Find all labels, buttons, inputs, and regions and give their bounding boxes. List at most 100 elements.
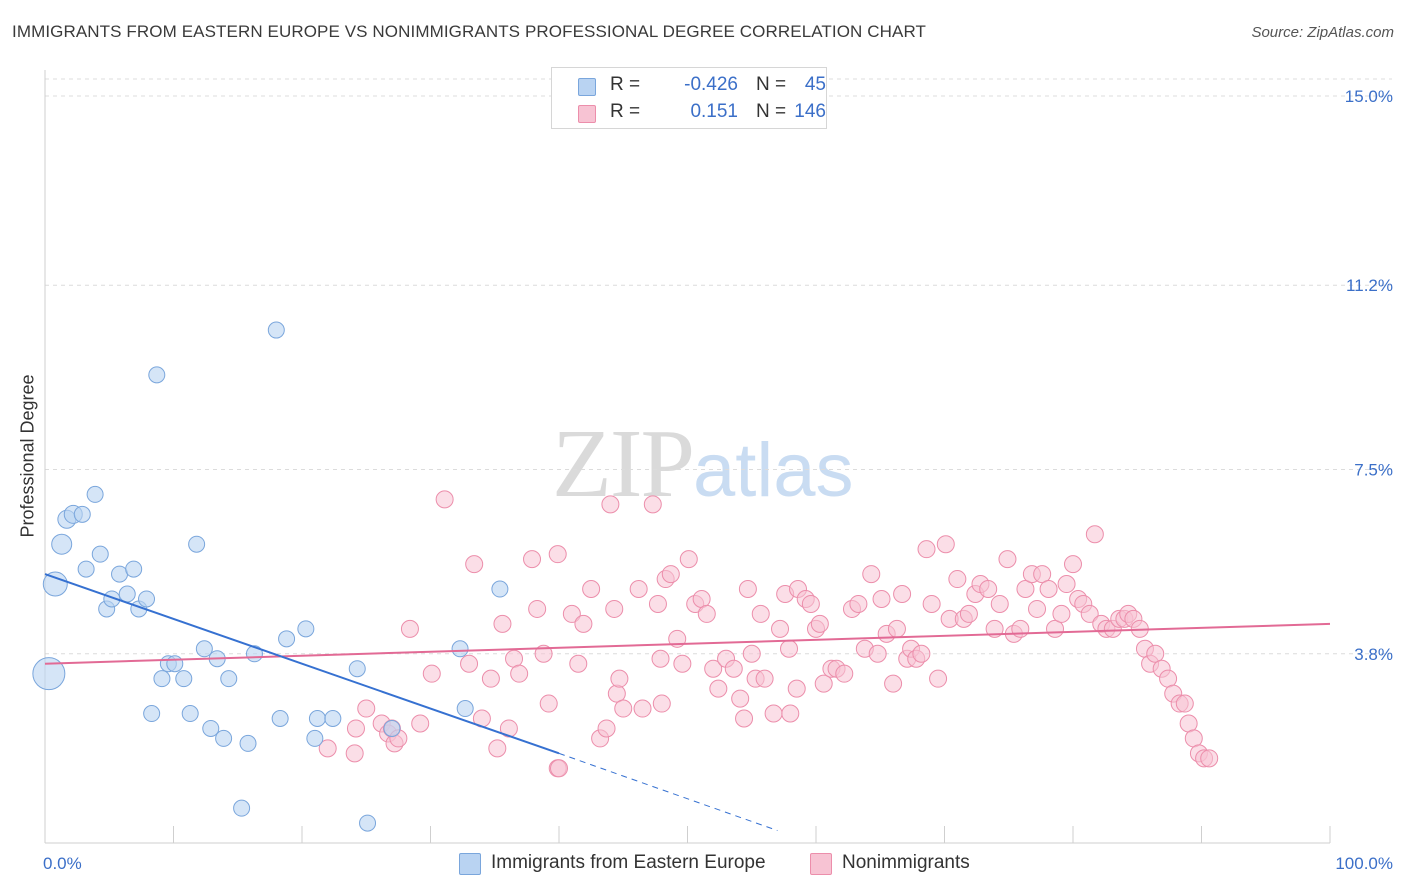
- nonimmigrants-point: [629, 580, 648, 599]
- nonimmigrants-point: [633, 699, 652, 718]
- nonimmigrants-point: [1080, 604, 1099, 623]
- immigrants-point: [267, 321, 285, 339]
- nonimmigrants-point: [648, 594, 667, 613]
- nonimmigrants-point: [1200, 749, 1219, 768]
- immigrants-point: [383, 719, 401, 737]
- nonimmigrants-point: [801, 594, 820, 613]
- nonimmigrants-point: [435, 490, 454, 509]
- nonimmigrants-point: [979, 580, 998, 599]
- watermark: ZIPatlas: [552, 408, 854, 520]
- legend-n-label: N =: [756, 74, 787, 95]
- nonimmigrants-point: [735, 709, 754, 728]
- immigrants-point: [138, 590, 156, 608]
- immigrants-point: [125, 560, 143, 578]
- nonimmigrants-point: [597, 719, 616, 738]
- nonimmigrants-point: [605, 599, 624, 618]
- immigrants-point: [111, 565, 129, 583]
- nonimmigrants-point: [651, 649, 670, 668]
- nonimmigrants-point: [959, 604, 978, 623]
- nonimmigrants-point: [985, 619, 1004, 638]
- series-swatch-blue: [459, 853, 481, 875]
- series-swatch-pink: [810, 853, 832, 875]
- nonimmigrants-point: [692, 589, 711, 608]
- nonimmigrants-point: [884, 674, 903, 693]
- immigrants-point: [166, 655, 184, 673]
- nonimmigrants-point: [771, 619, 790, 638]
- nonimmigrants-point: [917, 540, 936, 559]
- nonimmigrants-point: [1046, 619, 1065, 638]
- nonimmigrants-point: [887, 619, 906, 638]
- nonimmigrants-point: [1011, 619, 1030, 638]
- nonimmigrants-point: [912, 644, 931, 663]
- x-tick-label: 0.0%: [43, 854, 82, 873]
- nonimmigrants-point: [465, 555, 484, 574]
- immigrants-point: [297, 620, 315, 638]
- legend-r-value: -0.426: [684, 74, 738, 95]
- immigrants-point: [188, 535, 206, 553]
- nonimmigrants-point: [731, 689, 750, 708]
- nonimmigrants-trendline: [44, 622, 1331, 665]
- nonimmigrants-point: [523, 550, 542, 569]
- immigrants-point: [42, 571, 68, 597]
- immigrants-point: [51, 533, 73, 555]
- immigrants-point: [491, 580, 509, 598]
- nonimmigrants-point: [534, 644, 553, 663]
- immigrants-trendline-extension: [558, 752, 778, 832]
- series-name: Nonimmigrants: [842, 852, 970, 873]
- immigrants-point: [239, 734, 257, 752]
- y-tick-label: 3.8%: [1354, 645, 1393, 664]
- nonimmigrants-point: [1052, 604, 1071, 623]
- nonimmigrants-point: [929, 669, 948, 688]
- nonimmigrants-point: [787, 679, 806, 698]
- nonimmigrants-point: [481, 669, 500, 688]
- nonimmigrants-point: [781, 704, 800, 723]
- immigrants-point: [181, 705, 199, 723]
- nonimmigrants-point: [724, 659, 743, 678]
- nonimmigrants-point: [528, 599, 547, 618]
- nonimmigrants-point: [1057, 575, 1076, 594]
- nonimmigrants-point: [990, 594, 1009, 613]
- immigrants-point: [86, 485, 104, 503]
- nonimmigrants-point: [400, 619, 419, 638]
- immigrants-point: [451, 640, 469, 658]
- nonimmigrants-point: [607, 684, 626, 703]
- immigrants-point: [77, 560, 95, 578]
- immigrants-point: [233, 799, 251, 817]
- nonimmigrants-point: [601, 495, 620, 514]
- watermark-atlas: atlas: [693, 428, 854, 513]
- immigrants-point: [456, 700, 474, 718]
- nonimmigrants-point: [936, 535, 955, 554]
- watermark-zip: ZIP: [552, 410, 695, 518]
- legend-n-label: N =: [756, 101, 787, 122]
- immigrants-point: [278, 630, 296, 648]
- nonimmigrants-point: [539, 694, 558, 713]
- nonimmigrants-point: [780, 639, 799, 658]
- nonimmigrants-point: [569, 654, 588, 673]
- nonimmigrants-point: [582, 580, 601, 599]
- immigrants-point: [153, 670, 171, 688]
- nonimmigrants-point: [738, 580, 757, 599]
- immigrants-point: [202, 719, 220, 737]
- nonimmigrants-point: [488, 739, 507, 758]
- legend-r-label: R =: [610, 74, 641, 95]
- nonimmigrants-point: [1016, 580, 1035, 599]
- nonimmigrants-point: [872, 589, 891, 608]
- immigrants-point: [175, 670, 193, 688]
- nonimmigrants-point: [510, 664, 529, 683]
- immigrants-point: [148, 366, 166, 384]
- immigrants-point: [306, 729, 324, 747]
- y-tick-label: 15.0%: [1345, 87, 1393, 106]
- correlation-legend: R = -0.426 N = 45 R = 0.151 N = 146: [551, 67, 827, 129]
- nonimmigrants-point: [562, 604, 581, 623]
- nonimmigrants-point: [679, 550, 698, 569]
- nonimmigrants-point: [1175, 694, 1194, 713]
- nonimmigrants-point: [1064, 555, 1082, 574]
- nonimmigrants-point: [460, 654, 479, 673]
- nonimmigrants-point: [422, 664, 441, 683]
- nonimmigrants-point: [548, 545, 567, 564]
- nonimmigrants-point: [814, 674, 833, 693]
- nonimmigrants-point: [764, 704, 783, 723]
- nonimmigrants-point: [661, 565, 680, 584]
- nonimmigrants-point: [673, 654, 692, 673]
